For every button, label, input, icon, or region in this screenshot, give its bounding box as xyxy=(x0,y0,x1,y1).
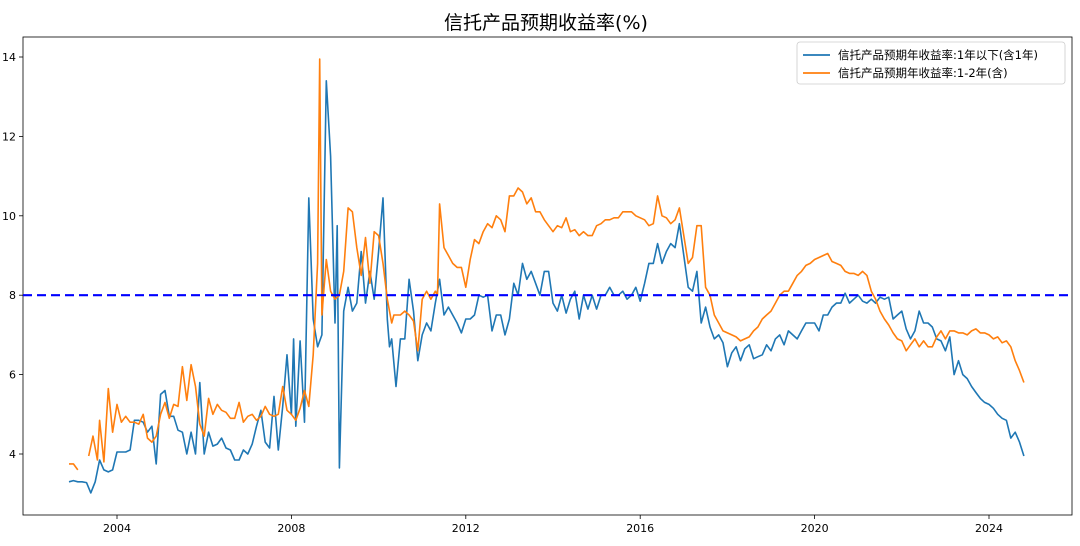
series-group xyxy=(68,58,1025,494)
series-line-1 xyxy=(68,80,1025,494)
y-tick-label: 14 xyxy=(2,51,16,64)
series-line-2 xyxy=(69,58,1025,471)
x-tick-label: 2016 xyxy=(626,522,654,535)
y-tick-label: 10 xyxy=(2,210,16,223)
x-tick-label: 2008 xyxy=(277,522,305,535)
x-tick-label: 2020 xyxy=(801,522,829,535)
x-axis: 2004 2008 2012 2016 2020 2024 xyxy=(103,515,1003,535)
legend: 信托产品预期年收益率:1年以下(含1年) 信托产品预期年收益率:1-2年(含) xyxy=(796,41,1066,85)
x-tick-label: 2004 xyxy=(103,522,131,535)
y-tick-label: 12 xyxy=(2,130,16,143)
legend-label-series-2: 信托产品预期年收益率:1-2年(含) xyxy=(838,66,1008,80)
chart-title: 信托产品预期收益率(%) xyxy=(444,12,648,34)
y-axis: 4 6 8 10 12 14 xyxy=(2,51,23,461)
x-tick-label: 2012 xyxy=(452,522,480,535)
y-tick-label: 8 xyxy=(9,289,16,302)
x-tick-label: 2024 xyxy=(975,522,1003,535)
plot-area xyxy=(22,36,1073,516)
legend-label-series-1: 信托产品预期年收益率:1年以下(含1年) xyxy=(838,48,1038,62)
y-tick-label: 6 xyxy=(9,369,16,382)
y-tick-label: 4 xyxy=(9,448,16,461)
